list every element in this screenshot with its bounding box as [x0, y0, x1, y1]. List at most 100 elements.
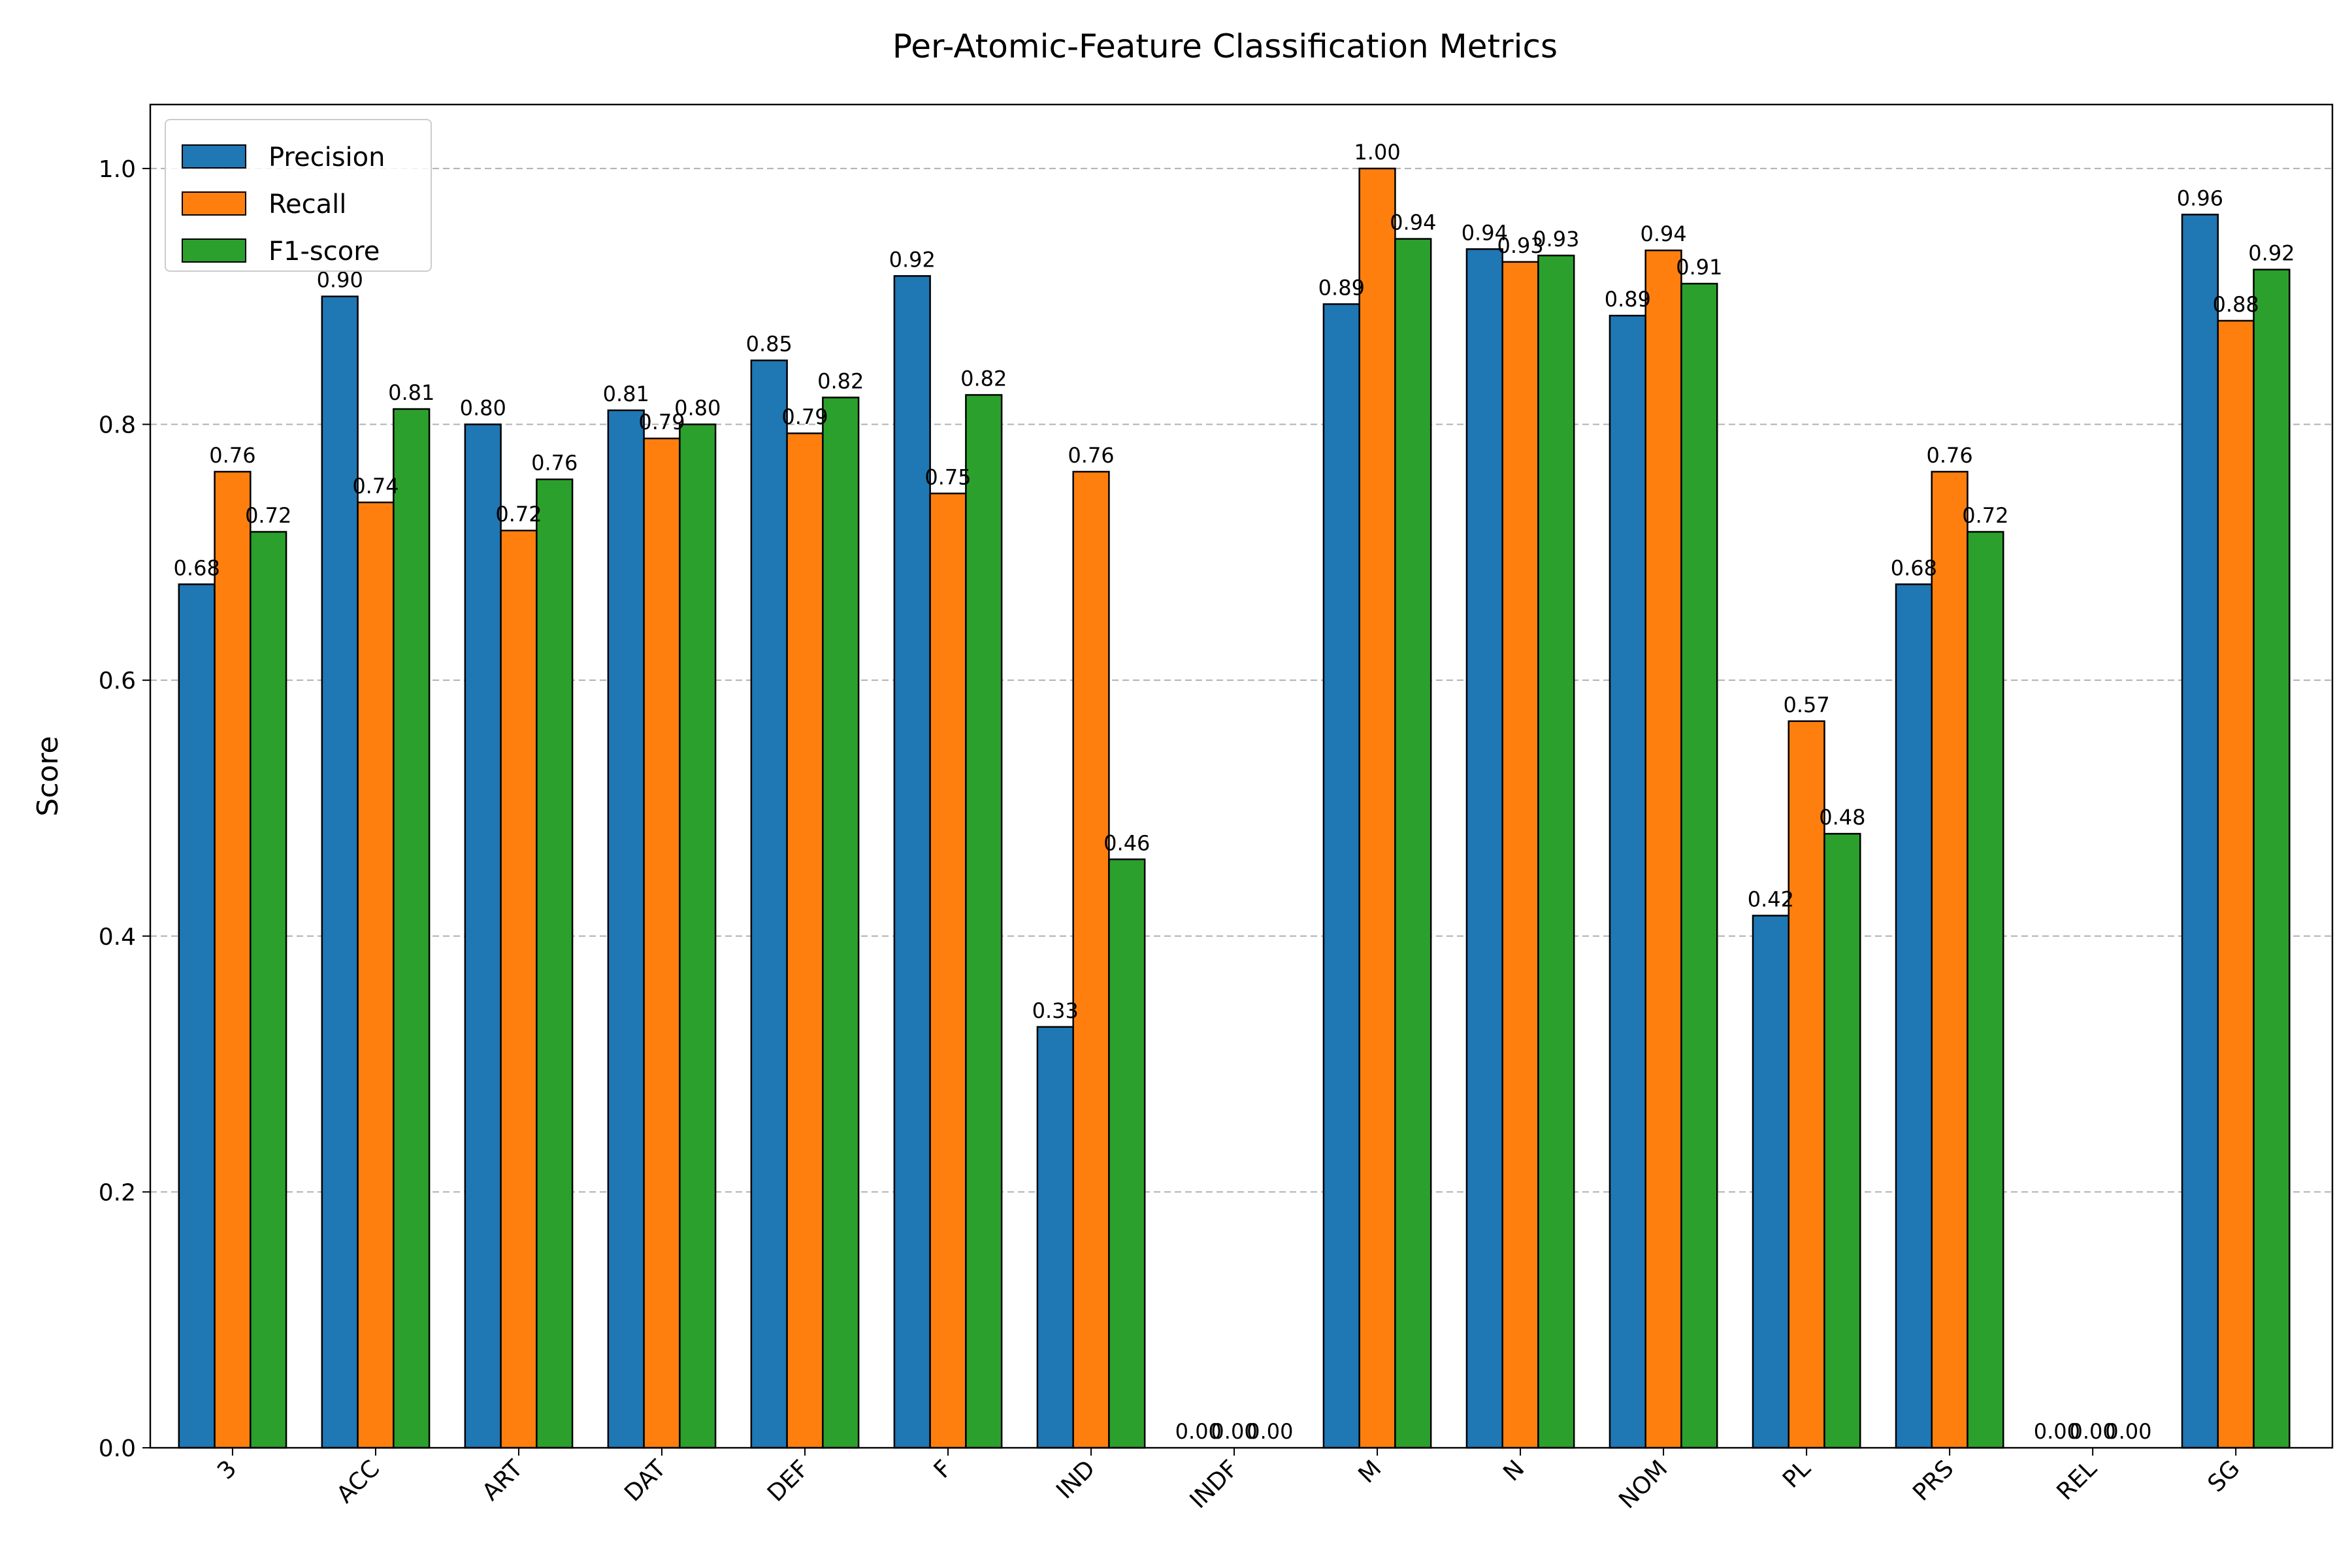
data-label-recall: 0.79 — [781, 404, 828, 429]
data-label-precision: 0.33 — [1032, 998, 1079, 1023]
bar-f1-score — [536, 478, 574, 1449]
data-label-f1-score: 0.92 — [2248, 241, 2295, 266]
data-label-precision: 0.89 — [1318, 275, 1365, 300]
y-tick-label: 0.8 — [99, 412, 136, 439]
data-label-precision: 0.89 — [1605, 287, 1651, 312]
bar-f1-score — [965, 394, 1003, 1449]
y-tick-label: 1.0 — [99, 156, 136, 183]
legend-swatch-recall[interactable] — [182, 191, 246, 216]
bar-f1-score — [1680, 282, 1718, 1449]
bar-precision — [1465, 248, 1503, 1449]
legend-label-recall[interactable]: Recall — [269, 189, 346, 220]
data-label-recall: 0.93 — [1497, 233, 1543, 258]
data-label-f1-score: 0.82 — [960, 366, 1007, 391]
data-label-recall: 0.75 — [924, 465, 971, 489]
bar-f1-score — [1823, 832, 1861, 1449]
data-label-f1-score: 0.00 — [2105, 1419, 2151, 1444]
bar-precision — [607, 409, 645, 1449]
data-label-f1-score: 0.91 — [1676, 255, 1722, 280]
bar-precision — [1895, 583, 1933, 1449]
bar-precision — [1322, 303, 1360, 1449]
data-label-precision: 0.00 — [1175, 1419, 1222, 1444]
data-label-recall: 0.88 — [2213, 292, 2259, 317]
legend-label-f1-score[interactable]: F1-score — [269, 237, 380, 267]
bar-f1-score — [679, 423, 717, 1449]
y-tick-label: 0.4 — [99, 924, 136, 951]
y-axis-title: Score — [31, 736, 65, 816]
data-label-recall: 0.76 — [1068, 443, 1114, 468]
data-label-precision: 0.90 — [317, 268, 363, 293]
data-label-f1-score: 0.94 — [1390, 210, 1436, 235]
data-label-recall: 0.76 — [1927, 443, 1973, 468]
data-label-precision: 0.00 — [2034, 1419, 2080, 1444]
data-label-f1-score: 0.72 — [1962, 503, 2008, 528]
bar-f1-score — [250, 531, 287, 1449]
data-label-f1-score: 0.72 — [245, 503, 291, 528]
y-tick-label: 0.2 — [99, 1179, 136, 1206]
y-tick-label: 0.0 — [99, 1435, 136, 1462]
bar-precision — [1609, 314, 1646, 1449]
data-label-recall: 0.76 — [209, 443, 255, 468]
bars — [178, 167, 2291, 1449]
data-label-f1-score: 0.00 — [1247, 1419, 1293, 1444]
bar-precision — [1752, 915, 1789, 1449]
data-label-recall: 0.57 — [1783, 693, 1829, 717]
bar-recall — [929, 493, 967, 1449]
bar-precision — [321, 295, 359, 1449]
bar-f1-score — [393, 408, 431, 1449]
bar-precision — [893, 275, 931, 1449]
bar-f1-score — [1394, 238, 1432, 1449]
bar-f1-score — [1967, 531, 2004, 1449]
legend[interactable]: Precision Recall F1-score — [165, 119, 432, 272]
bar-recall — [2217, 319, 2255, 1449]
data-label-f1-score: 0.93 — [1533, 227, 1579, 252]
bar-recall — [643, 437, 681, 1449]
data-label-precision: 0.80 — [460, 396, 506, 421]
bar-recall — [1072, 470, 1110, 1449]
bar-precision — [2181, 214, 2219, 1449]
data-label-recall: 0.72 — [495, 502, 542, 527]
data-label-f1-score: 0.48 — [1819, 805, 1865, 830]
data-label-recall: 0.00 — [1211, 1419, 1257, 1444]
bar-recall — [1358, 167, 1396, 1449]
data-label-recall: 0.00 — [2070, 1419, 2116, 1444]
value-labels: 0.68 0.90 0.80 0.81 0.85 0.92 0.33 0.00 0.89 0.94… — [174, 140, 2295, 1444]
bar-precision — [750, 359, 788, 1449]
bar-recall — [1644, 249, 1682, 1449]
data-label-precision: 0.42 — [1748, 887, 1794, 911]
bar-recall — [1788, 720, 1825, 1449]
data-label-recall: 1.00 — [1354, 140, 1400, 165]
plot-area-frame — [149, 103, 2334, 1449]
data-label-f1-score: 0.76 — [531, 451, 578, 476]
bar-recall — [1931, 470, 1968, 1449]
bar-f1-score — [822, 397, 860, 1449]
legend-label-precision[interactable]: Precision — [269, 142, 385, 172]
bar-recall — [786, 432, 824, 1449]
data-label-precision: 0.81 — [603, 382, 649, 406]
bar-precision — [178, 583, 216, 1449]
y-axis: 0.0 0.2 0.4 0.6 0.8 1.0 — [99, 156, 150, 1462]
bar-precision — [464, 423, 502, 1449]
data-label-precision: 0.68 — [1891, 555, 1937, 580]
data-label-precision: 0.96 — [2177, 186, 2223, 210]
legend-swatch-f1-score[interactable] — [182, 238, 246, 263]
data-label-precision: 0.94 — [1462, 220, 1508, 245]
data-label-recall: 0.94 — [1640, 221, 1686, 246]
bar-f1-score — [1537, 254, 1575, 1449]
data-label-f1-score: 0.82 — [817, 368, 864, 393]
chart-title: Per-Atomic-Feature Classification Metric… — [892, 27, 1558, 65]
bar-f1-score — [1108, 858, 1146, 1449]
data-label-f1-score: 0.46 — [1103, 830, 1150, 855]
data-label-f1-score: 0.81 — [388, 380, 434, 405]
bar-precision — [1036, 1026, 1074, 1449]
data-label-recall: 0.79 — [638, 410, 685, 434]
bar-recall — [214, 470, 252, 1449]
data-label-precision: 0.68 — [174, 555, 220, 580]
legend-swatch-precision[interactable] — [182, 144, 246, 169]
data-label-f1-score: 0.80 — [674, 396, 721, 421]
bar-recall — [357, 501, 395, 1449]
bar-recall — [1501, 261, 1539, 1449]
data-label-recall: 0.74 — [352, 474, 399, 498]
data-label-precision: 0.85 — [746, 332, 792, 357]
